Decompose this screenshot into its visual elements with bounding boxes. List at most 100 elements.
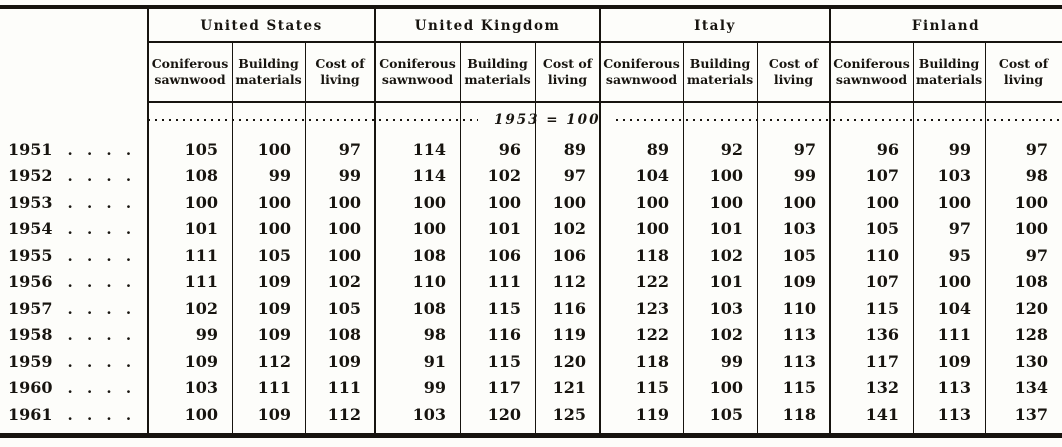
column-divider (305, 43, 306, 433)
year-label: 1958 (8, 325, 53, 345)
subheader-rule (148, 101, 1062, 103)
table-cell: 117 (865, 351, 899, 371)
dotted-leader (148, 119, 478, 121)
table-cell: 97 (793, 139, 816, 159)
table-cell: 134 (1014, 378, 1048, 398)
table-cell: 121 (552, 378, 586, 398)
year-dot-leader: . . . . (67, 167, 132, 186)
bottom-rule (0, 433, 1062, 438)
table-cell: 96 (498, 139, 521, 159)
table-cell: 113 (937, 404, 971, 424)
table-cell: 125 (552, 404, 586, 424)
table-cell: 95 (948, 245, 971, 265)
year-dot-leader: . . . . (67, 299, 132, 318)
year-dot-leader: . . . . (67, 273, 132, 292)
country-header-united-kingdom: United Kingdom (414, 18, 561, 34)
table-cell: 102 (709, 245, 743, 265)
table-row: 1954. . . . 101 100 100 100 101 102 100 … (0, 216, 1062, 243)
year-dot-leader: . . . . (67, 352, 132, 371)
table-cell: 100 (937, 192, 971, 212)
table-cell: 110 (782, 298, 816, 318)
table-cell: 100 (184, 404, 218, 424)
table-cell: 100 (709, 166, 743, 186)
year-label: 1955 (8, 245, 53, 265)
table-cell: 108 (184, 166, 218, 186)
group-divider (599, 5, 601, 438)
column-header-row: Coniferous sawnwood Building materials C… (148, 43, 1062, 101)
table-cell: 100 (552, 192, 586, 212)
table-cell: 107 (865, 166, 899, 186)
table-cell: 115 (865, 298, 899, 318)
column-header: Coniferous sawnwood (151, 56, 229, 87)
table-cell: 99 (338, 166, 361, 186)
country-header-united-states: United States (200, 18, 323, 34)
row-year: 1960 . . . . (0, 378, 148, 397)
table-cell: 111 (184, 245, 218, 265)
table-cell: 109 (257, 325, 291, 345)
table-body: 1951 . . . . 105 100 97 114 96 89 89 92 9… (0, 136, 1062, 428)
table-cell: 100 (487, 192, 521, 212)
table-cell: 99 (948, 139, 971, 159)
table-cell: 120 (487, 404, 521, 424)
year-label: 1951 (8, 139, 53, 159)
table-cell: 136 (865, 325, 899, 345)
table-cell: 120 (1014, 298, 1048, 318)
column-header: Building materials (915, 56, 983, 87)
table-cell: 99 (793, 166, 816, 186)
table-cell: 100 (257, 192, 291, 212)
table-row: 1951 . . . . 105 100 97 114 96 89 89 92 9… (0, 136, 1062, 163)
year-label: 1960 (8, 378, 53, 398)
row-year: 1956 . . . . (0, 272, 148, 291)
table-cell: 100 (635, 192, 669, 212)
table-cell: 119 (552, 325, 586, 345)
year-dot-leader: . . . . (67, 140, 132, 159)
table-cell: 120 (552, 351, 586, 371)
table-cell: 103 (184, 378, 218, 398)
table-cell: 109 (257, 272, 291, 292)
table-cell: 106 (487, 245, 521, 265)
table-cell: 100 (1014, 219, 1048, 239)
table-cell: 117 (487, 378, 521, 398)
table-cell: 111 (257, 378, 291, 398)
table-cell: 103 (937, 166, 971, 186)
table-cell: 100 (1014, 192, 1048, 212)
index-base-note-row: 1953 = 100 (148, 107, 1062, 133)
column-header: Cost of living (542, 56, 593, 87)
table-cell: 110 (865, 245, 899, 265)
year-dot-leader: . . . . (67, 379, 132, 398)
table-cell: 99 (423, 378, 446, 398)
year-label: 1953 (8, 192, 53, 212)
table-cell: 100 (635, 219, 669, 239)
table-cell: 130 (1014, 351, 1048, 371)
year-column-divider (147, 5, 149, 438)
table-cell: 102 (709, 325, 743, 345)
year-label: 1957 (8, 298, 53, 318)
year-dot-leader: . . . . (67, 326, 132, 345)
column-divider (535, 43, 536, 433)
table-cell: 100 (782, 192, 816, 212)
table-cell: 105 (865, 219, 899, 239)
year-dot-leader: . . . . (67, 405, 132, 424)
table-cell: 119 (635, 404, 669, 424)
table-cell: 100 (257, 139, 291, 159)
table-cell: 105 (184, 139, 218, 159)
row-year: 1955 . . . . (0, 246, 148, 265)
table-cell: 97 (1025, 245, 1048, 265)
table-cell: 105 (782, 245, 816, 265)
table-cell: 112 (327, 404, 361, 424)
table-cell: 97 (338, 139, 361, 159)
table-row: 1959 . . . . 109 112 109 91 115 120 118 9… (0, 348, 1062, 375)
column-header: Coniferous sawnwood (833, 56, 910, 87)
table-cell: 105 (327, 298, 361, 318)
column-header: Cost of living (315, 56, 365, 87)
year-label: 1959 (8, 351, 53, 371)
row-year: 1957 . . . . (0, 299, 148, 318)
table-cell: 102 (184, 298, 218, 318)
table-cell: 100 (937, 272, 971, 292)
column-divider (913, 43, 914, 433)
table-cell: 109 (937, 351, 971, 371)
table-cell: 116 (487, 325, 521, 345)
table-cell: 113 (937, 378, 971, 398)
group-divider (829, 5, 831, 438)
